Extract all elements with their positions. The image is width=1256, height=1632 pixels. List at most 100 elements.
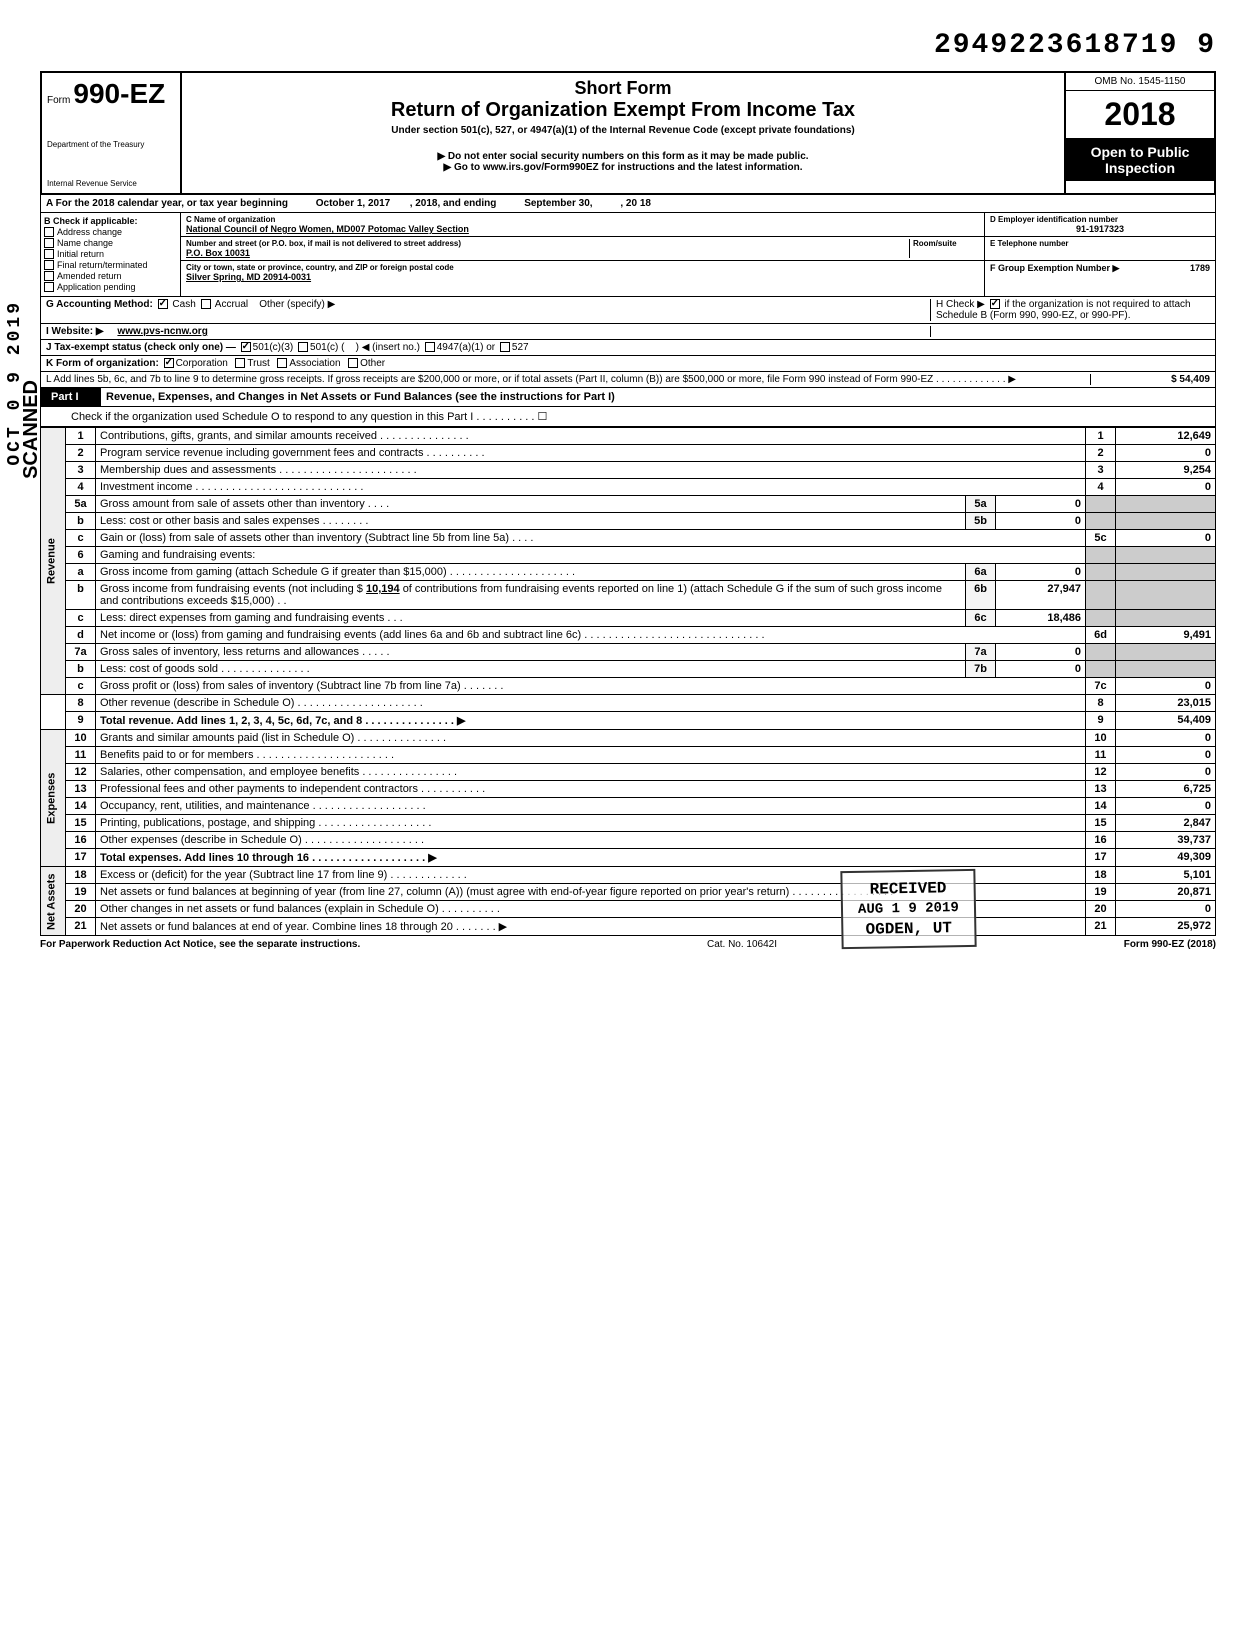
ln10-num: 10	[66, 730, 96, 747]
ln6d-desc: Net income or (loss) from gaming and fun…	[96, 627, 1086, 644]
ln14-num: 14	[66, 798, 96, 815]
chk-application-pending[interactable]	[44, 282, 54, 292]
chk-association[interactable]	[277, 358, 287, 368]
ln5a-shade2	[1116, 496, 1216, 513]
page-footer: For Paperwork Reduction Act Notice, see …	[40, 936, 1216, 953]
ln8-num: 8	[66, 695, 96, 712]
chk-trust[interactable]	[235, 358, 245, 368]
ln15-num: 15	[66, 815, 96, 832]
ln9-val: 54,409	[1116, 712, 1216, 730]
chk-501c3[interactable]	[241, 342, 251, 352]
ln2-desc: Program service revenue including govern…	[96, 445, 1086, 462]
ln4-fn: 4	[1086, 479, 1116, 496]
ln1-desc: Contributions, gifts, grants, and simila…	[96, 428, 1086, 445]
chk-schedule-b[interactable]	[990, 299, 1000, 309]
line-a-end: September 30,	[524, 198, 592, 209]
form-org-label: K Form of organization:	[46, 358, 159, 369]
chk-cash[interactable]	[158, 299, 168, 309]
ln4-desc: Investment income . . . . . . . . . . . …	[96, 479, 1086, 496]
chk-501c[interactable]	[298, 342, 308, 352]
row-l-text: L Add lines 5b, 6c, and 7b to line 9 to …	[46, 374, 1090, 385]
footer-form: Form 990-EZ (2018)	[1124, 939, 1216, 950]
ln7b-sv: 0	[996, 661, 1086, 678]
chk-other[interactable]	[348, 358, 358, 368]
lbl-insert: ) ◀ (insert no.)	[356, 342, 420, 353]
chk-initial-return[interactable]	[44, 249, 54, 259]
lbl-527: 527	[512, 342, 529, 353]
ln6b-shade	[1086, 581, 1116, 610]
chk-amended-return[interactable]	[44, 271, 54, 281]
ln17-desc: Total expenses. Add lines 10 through 16 …	[96, 849, 1086, 867]
ln6b-sn: 6b	[966, 581, 996, 610]
received-stamp: RECEIVED AUG 1 9 2019 OGDEN, UT	[841, 869, 977, 949]
ln15-fn: 15	[1086, 815, 1116, 832]
chk-4947[interactable]	[425, 342, 435, 352]
lbl-name-change: Name change	[57, 238, 113, 248]
lbl-final-return: Final return/terminated	[57, 260, 148, 270]
ln14-desc: Occupancy, rent, utilities, and maintena…	[96, 798, 1086, 815]
footer-catno: Cat. No. 10642I	[707, 939, 777, 950]
ln6a-num: a	[66, 564, 96, 581]
dln-number: 2949223618719 9	[40, 30, 1216, 61]
under-section: Under section 501(c), 527, or 4947(a)(1)…	[192, 125, 1054, 136]
ln14-fn: 14	[1086, 798, 1116, 815]
ln6b-sv: 27,947	[996, 581, 1086, 610]
lbl-other-specify: Other (specify) ▶	[259, 299, 335, 310]
ln7b-shade	[1086, 661, 1116, 678]
chk-address-change[interactable]	[44, 227, 54, 237]
chk-527[interactable]	[500, 342, 510, 352]
chk-corporation[interactable]	[164, 358, 174, 368]
chk-name-change[interactable]	[44, 238, 54, 248]
expenses-side-label: Expenses	[41, 730, 66, 867]
ln5c-num: c	[66, 530, 96, 547]
lbl-amended-return: Amended return	[57, 271, 122, 281]
lbl-application-pending: Application pending	[57, 282, 136, 292]
tax-exempt-label: J Tax-exempt status (check only one) —	[46, 342, 236, 353]
ln11-desc: Benefits paid to or for members . . . . …	[96, 747, 1086, 764]
dept-treasury: Department of the Treasury	[47, 140, 175, 149]
org-city: Silver Spring, MD 20914-0031	[186, 272, 979, 282]
ln1-num: 1	[66, 428, 96, 445]
ln18-fn: 18	[1086, 867, 1116, 884]
ln15-val: 2,847	[1116, 815, 1216, 832]
form-header: Form 990-EZ Department of the Treasury I…	[40, 71, 1216, 195]
ln3-fn: 3	[1086, 462, 1116, 479]
chk-accrual[interactable]	[201, 299, 211, 309]
goto-note: ▶ Go to www.irs.gov/Form990EZ for instru…	[192, 162, 1054, 173]
ln6b-contrib: 10,194	[366, 583, 400, 595]
ln16-desc: Other expenses (describe in Schedule O) …	[96, 832, 1086, 849]
dept-irs: Internal Revenue Service	[47, 179, 175, 188]
accounting-label: G Accounting Method:	[46, 299, 153, 310]
line-a-begin: October 1, 2017	[316, 198, 390, 209]
ln16-num: 16	[66, 832, 96, 849]
ln7b-num: b	[66, 661, 96, 678]
ln6d-num: d	[66, 627, 96, 644]
ln4-val: 0	[1116, 479, 1216, 496]
open-public: Open to Public Inspection	[1066, 139, 1214, 181]
ln8-val: 23,015	[1116, 695, 1216, 712]
row-g-h: G Accounting Method: Cash Accrual Other …	[40, 297, 1216, 324]
lbl-accrual: Accrual	[215, 299, 248, 310]
ln10-desc: Grants and similar amounts paid (list in…	[96, 730, 1086, 747]
city-label: City or town, state or province, country…	[186, 263, 979, 272]
ln6c-shade2	[1116, 610, 1216, 627]
ln9-desc: Total revenue. Add lines 1, 2, 3, 4, 5c,…	[96, 712, 1086, 730]
website-value: www.pvs-ncnw.org	[117, 326, 207, 337]
ln6c-desc: Less: direct expenses from gaming and fu…	[96, 610, 966, 627]
ln5b-sn: 5b	[966, 513, 996, 530]
ln19-val: 20,871	[1116, 884, 1216, 901]
ln11-fn: 11	[1086, 747, 1116, 764]
ln10-fn: 10	[1086, 730, 1116, 747]
lbl-501c: 501(c) (	[310, 342, 344, 353]
lbl-address-change: Address change	[57, 227, 122, 237]
ln7a-desc: Gross sales of inventory, less returns a…	[96, 644, 966, 661]
lbl-cash: Cash	[172, 299, 195, 310]
ln20-fn: 20	[1086, 901, 1116, 918]
ln9-fn: 9	[1086, 712, 1116, 730]
ein-value: 91-1917323	[990, 224, 1210, 234]
ssn-note: ▶ Do not enter social security numbers o…	[192, 151, 1054, 162]
ln6-num: 6	[66, 547, 96, 564]
ln6a-sv: 0	[996, 564, 1086, 581]
form-number: 990-EZ	[73, 78, 165, 109]
chk-final-return[interactable]	[44, 260, 54, 270]
